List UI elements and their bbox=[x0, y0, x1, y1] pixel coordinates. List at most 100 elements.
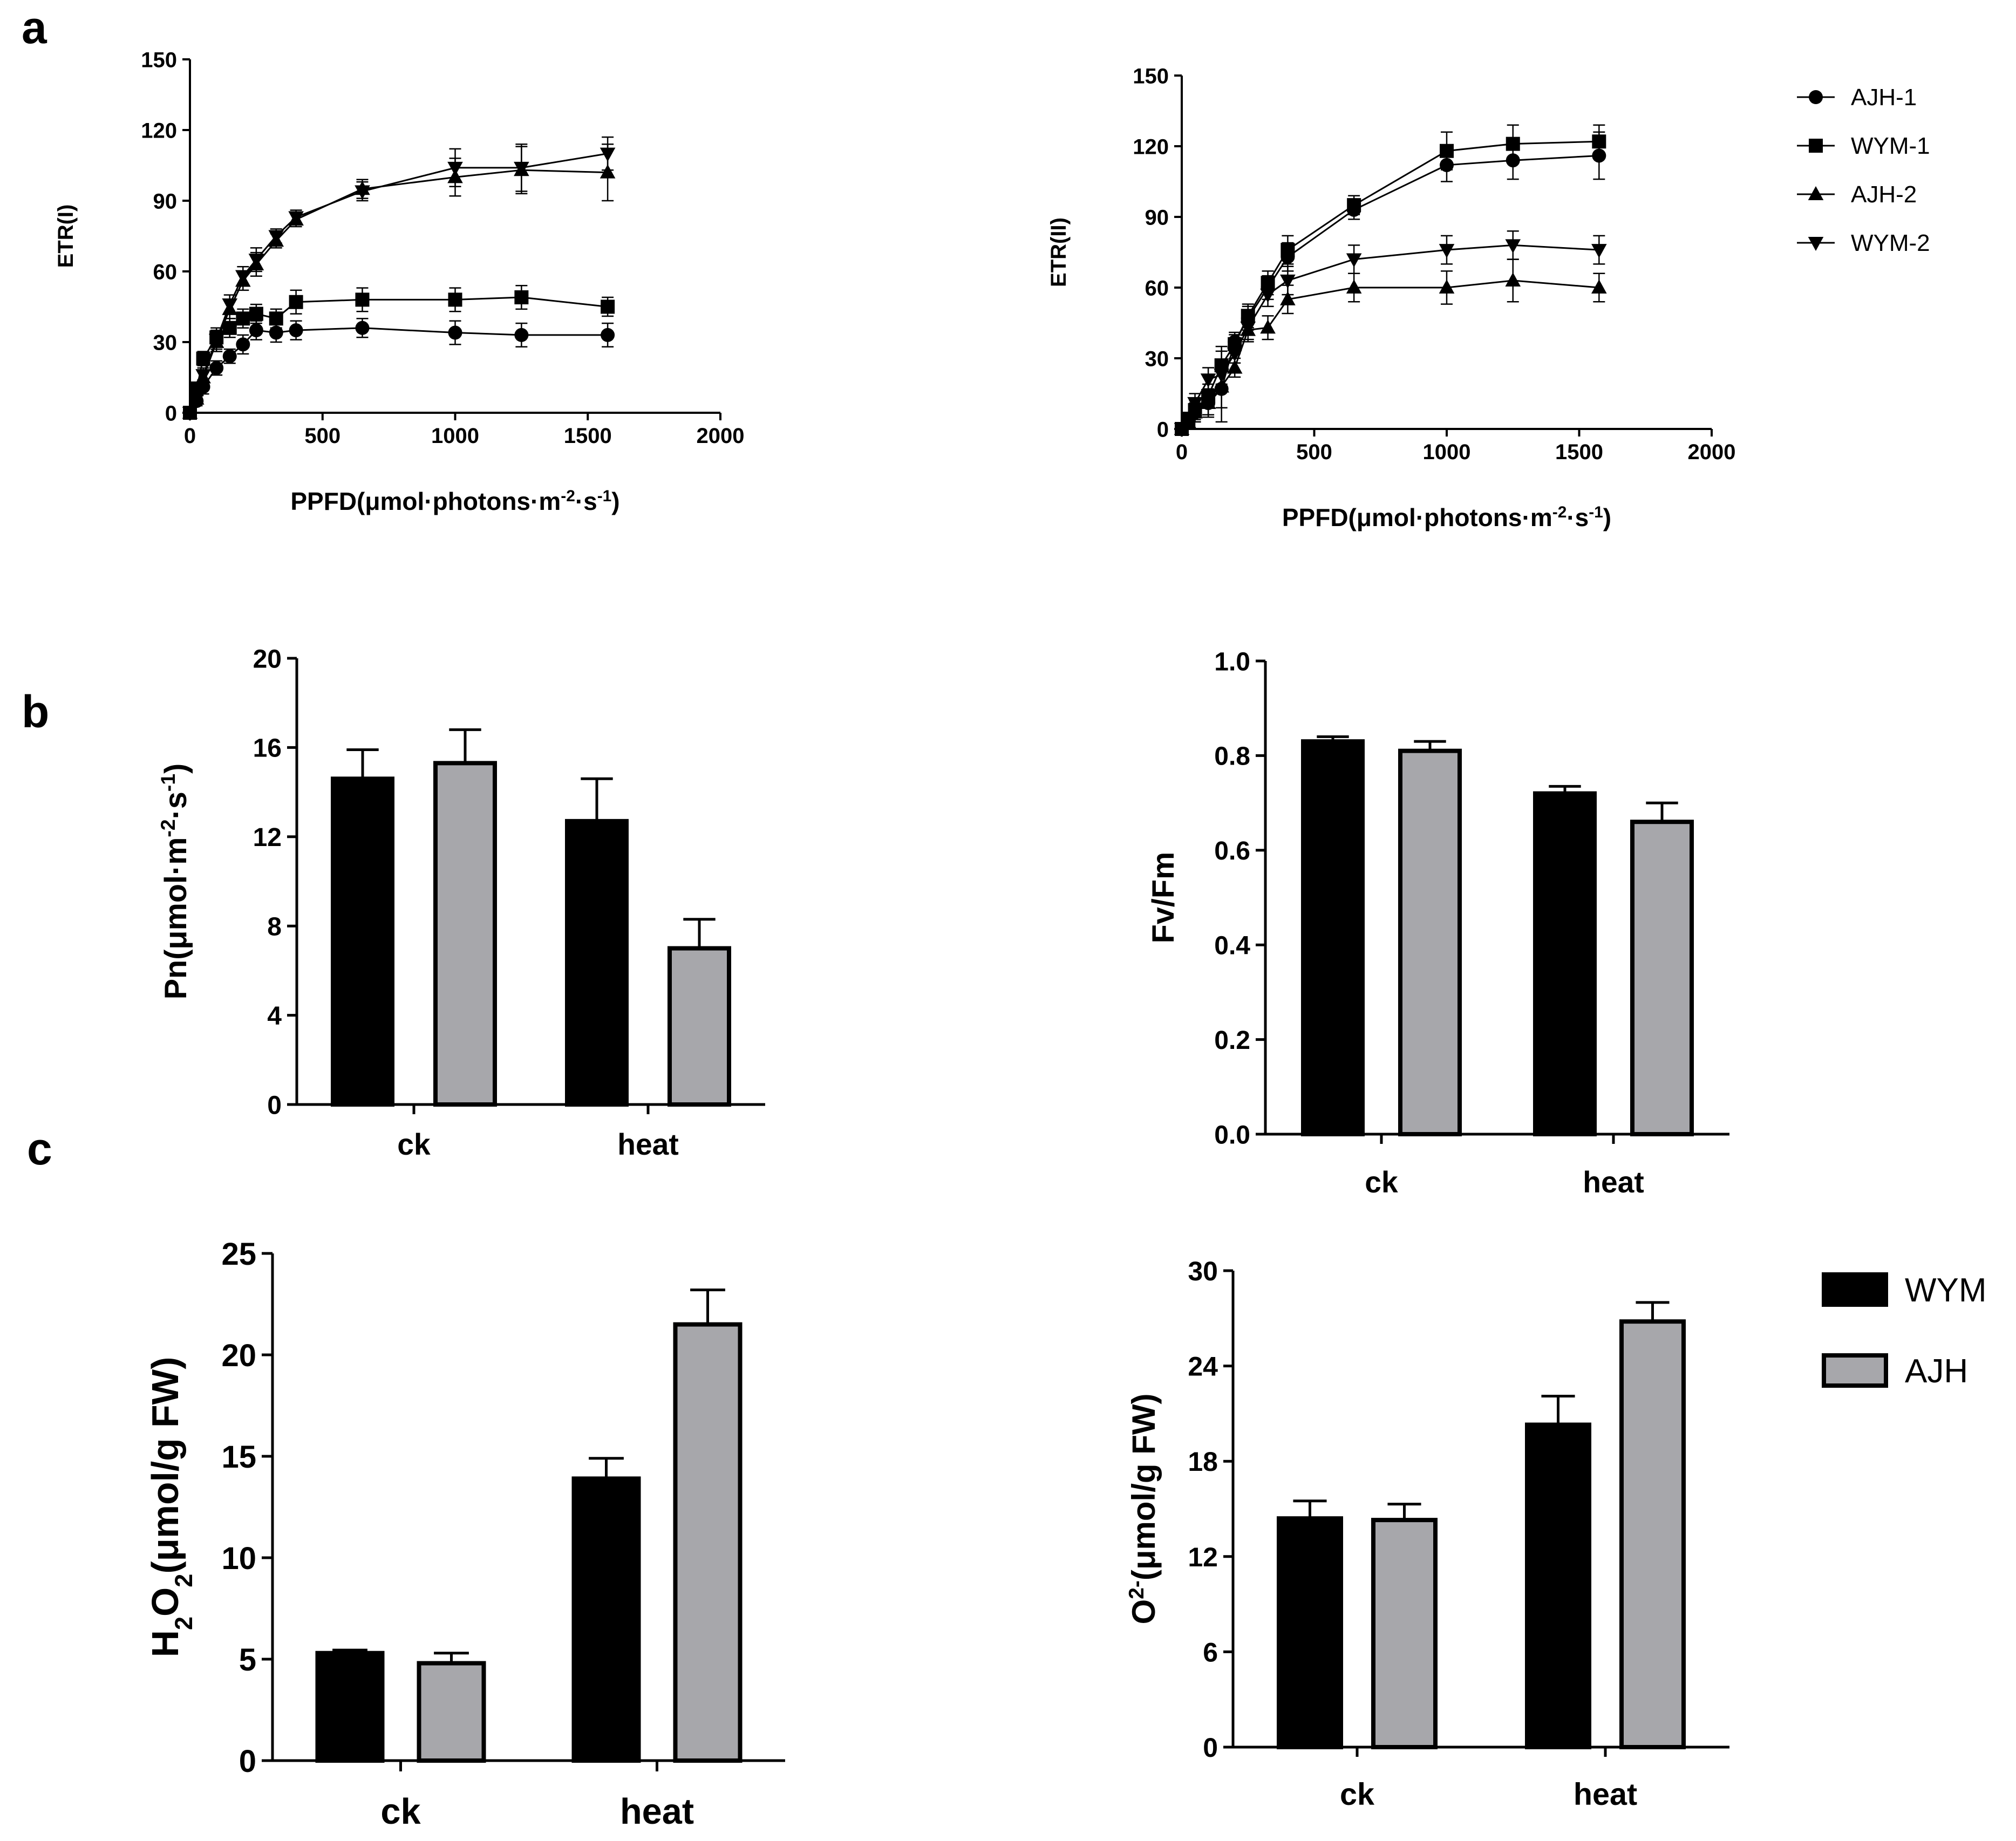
y-tick-label: 90 bbox=[1145, 206, 1169, 229]
bar-AJH-ck bbox=[433, 761, 497, 1107]
y-tick-label: 30 bbox=[1145, 347, 1169, 371]
series-WYM-1 bbox=[183, 284, 615, 420]
series-WYM-1 bbox=[1175, 124, 1606, 436]
label-superscript: 2- bbox=[1125, 1580, 1148, 1599]
category-label-ck: ck bbox=[380, 1792, 421, 1832]
legend-swatch bbox=[1822, 1353, 1888, 1388]
bar-WYM-heat bbox=[565, 819, 629, 1107]
x-axis-label: PPFD(μmol·photons·m-2·s-1) bbox=[1282, 503, 1611, 532]
label-part: (μmol/g FW) bbox=[144, 1357, 186, 1574]
data-point bbox=[1347, 198, 1361, 213]
data-point bbox=[1591, 244, 1607, 258]
x-tick-label: 0 bbox=[184, 424, 196, 448]
legend-item-WYM-2: WYM-2 bbox=[1797, 230, 1930, 256]
x-tick-label: 500 bbox=[304, 424, 340, 448]
label-superscript: -2 bbox=[1552, 503, 1567, 521]
data-point bbox=[1346, 253, 1362, 268]
bar-AJH-heat bbox=[1630, 820, 1694, 1137]
series-line bbox=[1181, 154, 1599, 430]
label-part: ·s bbox=[159, 792, 193, 819]
y-tick-label: 16 bbox=[253, 734, 282, 763]
label-part: O bbox=[1126, 1599, 1162, 1625]
y-axis-label: Fv/Fm bbox=[1146, 852, 1181, 944]
legend-label: WYM-2 bbox=[1851, 230, 1930, 256]
data-point bbox=[514, 161, 529, 176]
label-part: O bbox=[144, 1587, 186, 1617]
legend-swatch bbox=[1822, 1272, 1888, 1307]
data-point bbox=[248, 254, 264, 268]
y-tick-label: 12 bbox=[1188, 1542, 1218, 1572]
category-label-heat: heat bbox=[1583, 1165, 1644, 1199]
y-tick-label: 90 bbox=[153, 189, 178, 213]
x-tick-label: 2000 bbox=[1688, 440, 1736, 464]
series-line bbox=[189, 153, 608, 413]
data-point bbox=[209, 361, 224, 376]
data-point bbox=[1280, 274, 1296, 289]
series-WYM-2 bbox=[1174, 230, 1607, 437]
data-point bbox=[1591, 279, 1607, 294]
series-WYM-2 bbox=[182, 136, 616, 421]
series-line bbox=[1181, 140, 1599, 429]
y-tick-label: 150 bbox=[1133, 64, 1169, 88]
bar-AJH-ck bbox=[417, 1661, 486, 1763]
x-tick-label: 1000 bbox=[431, 424, 479, 448]
fvfm-bar-chart: 0.0 0.2 0.4 0.6 0.8 1.0 ck heat Fv/Fm bbox=[1146, 647, 1729, 1199]
bar-AJH-ck bbox=[1371, 1518, 1438, 1749]
label-part: Pn(μmol·m bbox=[159, 837, 193, 1000]
data-point bbox=[208, 333, 224, 348]
y-tick-label: 0 bbox=[165, 401, 177, 425]
data-point bbox=[222, 321, 237, 335]
data-point bbox=[235, 270, 251, 284]
y-tick-label: 1.0 bbox=[1214, 647, 1250, 676]
series-line bbox=[1181, 279, 1599, 430]
bar-AJH-ck bbox=[1398, 748, 1462, 1136]
label-part: PPFD(μmol·photons·m bbox=[290, 487, 561, 515]
bar-AJH-heat bbox=[1619, 1319, 1686, 1750]
bar-WYM-ck bbox=[331, 776, 394, 1107]
bar-WYM-heat bbox=[1525, 1422, 1591, 1750]
y-tick-label: 0 bbox=[267, 1091, 282, 1120]
data-point bbox=[289, 323, 303, 338]
series-line bbox=[1181, 244, 1599, 429]
y-tick-label: 12 bbox=[253, 823, 282, 852]
data-point bbox=[1200, 373, 1216, 388]
data-point bbox=[1214, 369, 1229, 383]
x-tick-label: 0 bbox=[1176, 440, 1188, 464]
bar-WYM-ck bbox=[1277, 1516, 1343, 1749]
label-part: H bbox=[144, 1630, 186, 1657]
y-tick-label: 18 bbox=[1188, 1447, 1218, 1477]
data-point bbox=[1187, 397, 1203, 411]
series-AJH-2 bbox=[182, 143, 616, 419]
category-label-heat: heat bbox=[617, 1128, 678, 1161]
x-tick-label: 500 bbox=[1296, 440, 1332, 464]
data-point bbox=[222, 349, 237, 364]
series-AJH-1 bbox=[183, 318, 615, 420]
label-superscript: -1 bbox=[597, 487, 612, 505]
legend-item-WYM-1: WYM-1 bbox=[1797, 133, 1930, 159]
legend-marker bbox=[1809, 139, 1823, 153]
data-point bbox=[448, 325, 462, 340]
y-tick-label: 8 bbox=[267, 912, 282, 941]
data-point bbox=[188, 390, 205, 405]
o2-bar-chart: 0 6 12 18 24 30 ck heat O2-(μmol/g FW) bbox=[1125, 1256, 1729, 1812]
x-tick-label: 1500 bbox=[564, 424, 612, 448]
y-axis-label: ETR(II) bbox=[1047, 217, 1071, 287]
label-subscript: 2 bbox=[170, 1574, 197, 1587]
x-axis-label: PPFD(μmol·photons·m-2·s-1) bbox=[290, 487, 619, 516]
legend-marker bbox=[1808, 236, 1824, 251]
label-part: ) bbox=[1603, 503, 1611, 531]
data-point bbox=[355, 321, 370, 335]
data-point bbox=[1506, 137, 1520, 151]
data-point bbox=[269, 311, 283, 326]
x-tick-label: 1500 bbox=[1555, 440, 1603, 464]
data-point bbox=[448, 292, 462, 307]
y-axis-label: O2-(μmol/g FW) bbox=[1125, 1394, 1162, 1625]
category-label-ck: ck bbox=[1340, 1777, 1375, 1812]
bar-WYM-heat bbox=[1533, 791, 1597, 1137]
bar-WYM-ck bbox=[1301, 739, 1365, 1136]
bar-AJH-heat bbox=[673, 1322, 743, 1763]
y-axis-label: H2O2(μmol/g FW) bbox=[144, 1357, 197, 1658]
data-point bbox=[249, 323, 263, 338]
series-line bbox=[189, 169, 608, 413]
